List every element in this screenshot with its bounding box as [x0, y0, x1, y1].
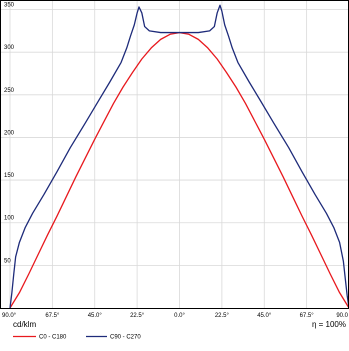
- x-tick-label: 0.0°: [174, 313, 185, 319]
- legend: C0 - C180 C90 - C270: [13, 335, 141, 341]
- x-tick-label: 22.5°: [130, 313, 145, 319]
- legend-label-c0-c180: C0 - C180: [39, 335, 67, 341]
- series-lines: [9, 4, 349, 309]
- series-line-1: [9, 4, 349, 309]
- efficiency-label: η = 100%: [312, 320, 346, 329]
- x-tick-labels: 90.0° 67.5° 45.0° 22.5° 0.0° 22.5° 45.0° 67.5° 9…: [2, 313, 349, 319]
- y-tick-label: 200: [4, 130, 15, 136]
- x-tick-label: 67.5°: [300, 313, 315, 319]
- y-tick-label: 150: [4, 173, 15, 179]
- unit-label: cd/klm: [13, 320, 36, 329]
- legend-label-c90-c270: C90 - C270: [110, 335, 141, 341]
- x-tick-label: 22.5°: [215, 313, 230, 319]
- y-tick-label: 250: [4, 88, 15, 94]
- x-tick-label: 90.0: [336, 313, 348, 319]
- x-tick-label: 45.0°: [88, 313, 103, 319]
- grid: [0, 1, 349, 308]
- x-tick-label: 90.0°: [2, 313, 17, 319]
- y-tick-labels: 50 100 150 200 250 300 350: [4, 3, 15, 265]
- y-tick-label: 300: [4, 45, 15, 51]
- x-tick-label: 67.5°: [45, 313, 60, 319]
- x-tick-label: 45.0°: [257, 313, 272, 319]
- y-tick-label: 350: [4, 3, 15, 9]
- y-tick-label: 50: [4, 258, 11, 264]
- y-tick-label: 100: [4, 216, 15, 222]
